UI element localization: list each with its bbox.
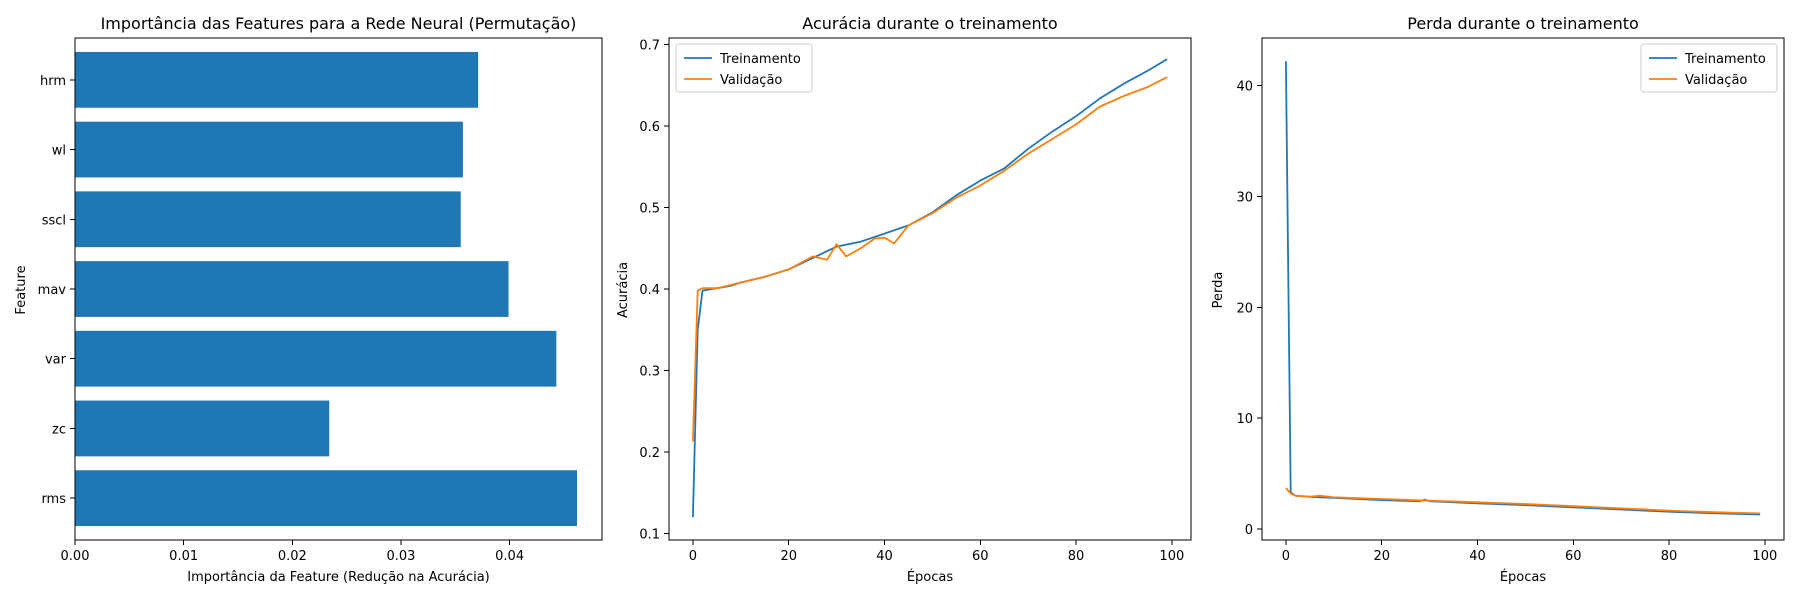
x-tick-label: 0 [1282, 549, 1290, 564]
legend-label: Treinamento [719, 52, 801, 67]
y-tick-label: 0.4 [639, 283, 660, 298]
chart-title: Perda durante o treinamento [1407, 14, 1639, 33]
x-tick-label: 0 [689, 549, 697, 564]
y-tick-label: 40 [1236, 80, 1253, 95]
y-tick-label: wl [52, 144, 66, 159]
bar-var [75, 330, 557, 387]
legend-label: Validação [1685, 73, 1747, 88]
x-tick-label: 80 [1661, 549, 1678, 564]
bar-zc [75, 400, 330, 457]
y-tick-label: rms [41, 492, 66, 507]
bars-group [75, 51, 578, 527]
legend: Treinamento Validação [1640, 43, 1778, 93]
axes-group: 0.00 0.01 0.02 0.03 0.04 rms zc var mav sscl wl hrm [38, 37, 603, 564]
x-tick-label: 0.00 [61, 549, 90, 564]
bar-hrm [75, 51, 479, 108]
plot-frame [1261, 37, 1785, 541]
x-tick-label: 40 [1469, 549, 1486, 564]
series-group [1285, 61, 1761, 516]
x-tick-label: 60 [972, 549, 989, 564]
y-tick-label: zc [52, 422, 66, 437]
y-tick-label: mav [38, 283, 67, 298]
y-tick-label: 0.7 [639, 39, 660, 54]
y-tick-label: 0.6 [639, 120, 660, 135]
y-tick-label: 20 [1236, 301, 1253, 316]
x-axis-title: Épocas [907, 569, 954, 585]
accuracy-chart: Acurácia durante o treinamento 0 20 40 60 80… [616, 14, 1192, 585]
loss-chart: Perda durante o treinamento 0 20 40 60 80 100… [1211, 14, 1785, 585]
y-tick-label: 0.2 [639, 446, 660, 461]
x-tick-label: 40 [876, 549, 893, 564]
y-tick-label: 0.3 [639, 364, 660, 379]
x-axis-title: Épocas [1500, 569, 1547, 585]
y-tick-label: 0.1 [639, 527, 660, 542]
y-tick-label: 30 [1236, 190, 1253, 205]
axes-group: 0 20 40 60 80 100 0.1 0.2 0.3 0.4 0.5 0.6 0.7 [639, 37, 1192, 564]
y-axis-title: Acurácia [616, 262, 631, 318]
x-tick-label: 0.03 [387, 549, 416, 564]
legend: Treinamento Validação [675, 43, 813, 93]
legend-label: Validação [720, 73, 782, 88]
chart-title: Acurácia durante o treinamento [802, 14, 1057, 33]
y-tick-label: 10 [1236, 412, 1253, 427]
x-tick-label: 0.04 [495, 549, 524, 564]
bar-mav [75, 261, 509, 317]
chart-title: Importância das Features para a Rede Neu… [101, 14, 577, 33]
x-tick-label: 20 [780, 549, 797, 564]
y-axis-title: Feature [14, 265, 29, 314]
x-tick-label: 60 [1565, 549, 1582, 564]
x-tick-label: 100 [1159, 549, 1184, 564]
y-tick-label: hrm [40, 74, 66, 89]
x-tick-label: 0.02 [278, 549, 307, 564]
bar-wl [75, 121, 463, 178]
legend-label: Treinamento [1684, 52, 1766, 67]
y-tick-label: var [45, 353, 67, 368]
x-tick-label: 20 [1373, 549, 1390, 564]
x-axis-title: Importância da Feature (Redução na Acurá… [187, 570, 490, 585]
feature-importance-chart: Importância das Features para a Rede Neu… [14, 14, 603, 585]
series-line-validation [692, 76, 1168, 442]
bar-rms [75, 470, 578, 527]
series-line-validation [1285, 487, 1761, 515]
y-tick-label: 0.5 [639, 202, 660, 217]
bar-sscl [75, 191, 461, 248]
series-group [692, 58, 1168, 518]
y-tick-label: sscl [42, 213, 66, 228]
x-tick-label: 100 [1752, 549, 1777, 564]
x-tick-label: 80 [1068, 549, 1085, 564]
y-axis-title: Perda [1211, 272, 1226, 309]
x-tick-label: 0.01 [169, 549, 198, 564]
y-tick-label: 0 [1245, 523, 1253, 538]
legend-frame [1640, 43, 1778, 93]
axes-group: 0 20 40 60 80 100 0 10 20 30 40 [1236, 37, 1785, 564]
legend-frame [675, 43, 813, 93]
